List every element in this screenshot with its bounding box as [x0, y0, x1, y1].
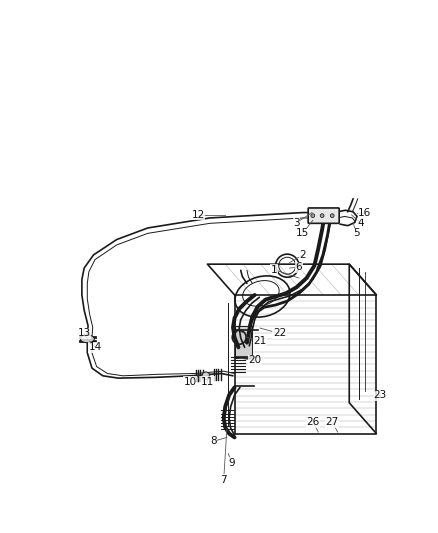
Text: 13: 13: [78, 328, 91, 338]
Text: 23: 23: [374, 390, 387, 400]
Text: 12: 12: [191, 210, 205, 220]
Text: 26: 26: [306, 417, 319, 427]
Circle shape: [202, 372, 210, 379]
FancyBboxPatch shape: [235, 326, 251, 358]
Circle shape: [320, 214, 324, 217]
Text: 21: 21: [254, 336, 267, 346]
Text: 10: 10: [184, 377, 197, 387]
Text: 2: 2: [300, 250, 306, 260]
Circle shape: [311, 214, 315, 217]
Text: 20: 20: [248, 356, 261, 366]
Text: 22: 22: [273, 328, 286, 338]
Text: 27: 27: [325, 417, 339, 427]
Text: 3: 3: [293, 217, 300, 228]
Text: 11: 11: [201, 377, 214, 387]
Text: 1: 1: [271, 264, 277, 274]
Text: 6: 6: [296, 262, 302, 272]
Text: 7: 7: [220, 475, 227, 484]
Text: 8: 8: [210, 436, 217, 446]
Text: 14: 14: [88, 342, 102, 352]
FancyBboxPatch shape: [308, 208, 339, 223]
Text: 15: 15: [296, 228, 309, 238]
Circle shape: [330, 214, 334, 217]
Text: 5: 5: [353, 228, 360, 238]
Text: 9: 9: [228, 458, 235, 468]
Text: 4: 4: [357, 219, 364, 228]
Text: 16: 16: [358, 208, 371, 219]
Ellipse shape: [80, 335, 94, 343]
